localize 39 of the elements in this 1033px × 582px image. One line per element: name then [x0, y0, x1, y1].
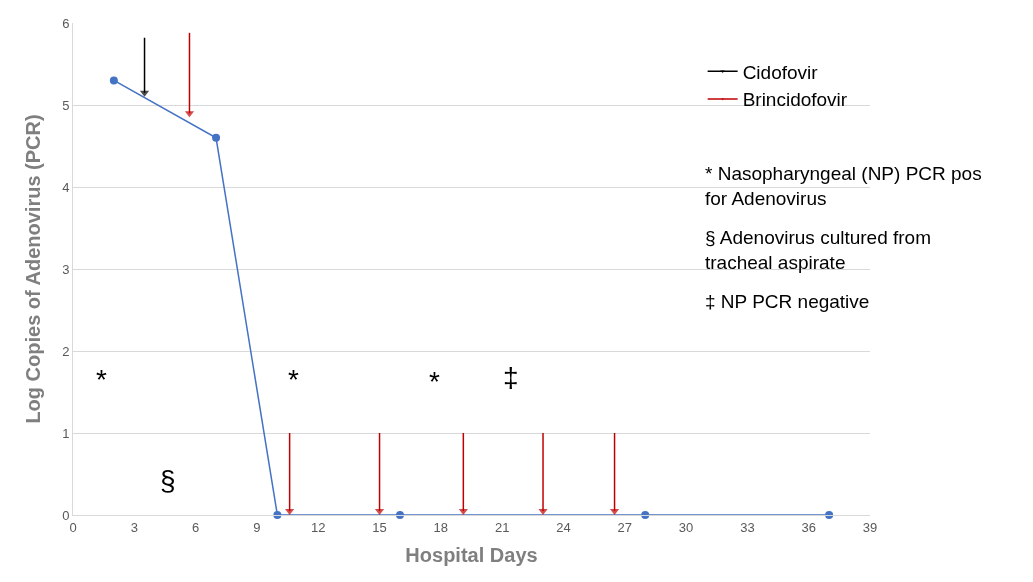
legend-label: Cidofovir	[742, 61, 819, 83]
x-tick-label: 24	[556, 519, 571, 535]
x-tick-label: 36	[801, 519, 816, 535]
point	[458, 508, 468, 515]
point	[641, 511, 650, 519]
y-axis-title: Log Copies of Adenovirus (PCR)	[21, 114, 44, 424]
annotation: ‡ NP PCR negative	[705, 291, 870, 312]
y-tick-label: 4	[62, 179, 70, 195]
x-tick-label: 6	[192, 519, 200, 535]
y-tick-label: 2	[62, 343, 70, 359]
point	[212, 133, 221, 142]
annotation: *	[96, 364, 107, 395]
x-tick-label: 39	[862, 519, 878, 535]
y-tick-label: 0	[62, 507, 70, 523]
y-tick-label: 3	[62, 261, 70, 277]
point	[285, 508, 295, 515]
point	[273, 511, 282, 519]
x-tick-label: 33	[740, 519, 755, 535]
annotation: § Adenovirus cultured from tracheal aspirate	[705, 227, 932, 273]
x-tick-label: 12	[311, 519, 326, 535]
y-tick-label: 6	[62, 15, 70, 31]
annotation: * Nasopharyngeal (NP) PCR pos for Adenovirus	[705, 163, 982, 209]
x-axis-title: Hospital Days	[405, 544, 538, 567]
x-tick-label: 18	[433, 519, 449, 535]
annotation: *	[429, 366, 440, 397]
annotation: §	[160, 465, 176, 496]
annotation: ‡	[503, 362, 519, 393]
x-tick-label: 9	[253, 519, 261, 535]
x-tick-label: 27	[617, 519, 632, 535]
point	[109, 76, 118, 85]
annotation: *	[288, 364, 299, 395]
x-tick-label: 15	[372, 519, 387, 535]
y-tick-label: 5	[62, 97, 70, 113]
x-tick-label: 21	[494, 519, 510, 535]
y-tick-label: 1	[62, 425, 70, 441]
point	[538, 508, 548, 515]
x-tick-label: 3	[130, 519, 138, 535]
x-tick-label: 30	[678, 519, 694, 535]
legend-label: Brincidofovir	[742, 89, 848, 111]
